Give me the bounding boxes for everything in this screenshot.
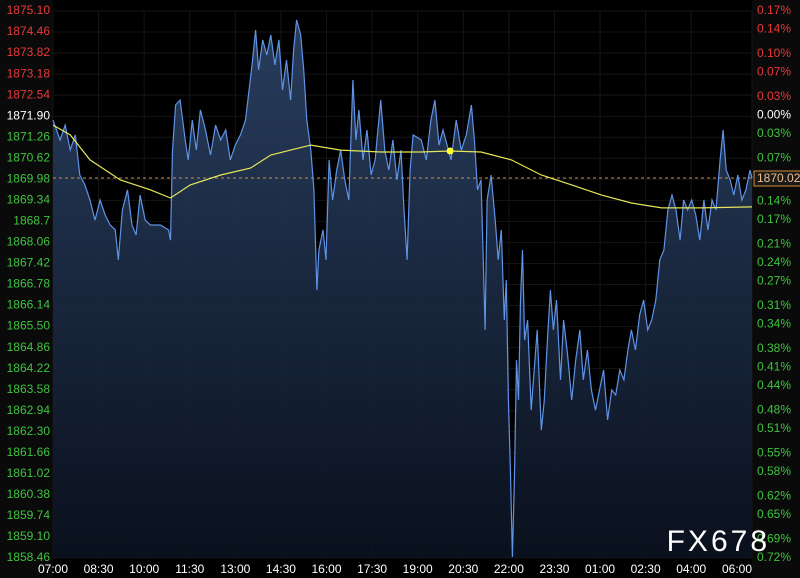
x-tick-label: 02:30 [631, 562, 661, 576]
y-tick-label: 1866.78 [7, 277, 51, 291]
y2-tick-label: 0.38% [757, 341, 791, 355]
y2-tick-label: 0.07% [757, 151, 791, 165]
y-tick-label: 1867.42 [7, 256, 51, 270]
price-area [53, 19, 752, 558]
y-tick-label: 1870.62 [7, 150, 51, 164]
y-tick-label: 1858.46 [7, 550, 51, 564]
x-tick-label: 04:00 [676, 562, 706, 576]
y2-tick-label: 0.03% [757, 89, 791, 103]
y2-tick-label: 0.07% [757, 65, 791, 79]
x-tick-label: 01:00 [585, 562, 615, 576]
y-tick-label: 1864.22 [7, 361, 51, 375]
price-line [52, 19, 753, 558]
y-tick-label: 1874.46 [7, 24, 51, 38]
y-tick-label: 1873.18 [7, 66, 51, 80]
y-tick-label: 1875.10 [7, 3, 51, 17]
x-tick-label: 14:30 [266, 562, 296, 576]
y-tick-label: 1859.10 [7, 529, 51, 543]
y-tick-label: 1861.66 [7, 445, 51, 459]
y2-tick-label: 0.58% [757, 464, 791, 478]
y2-tick-label: 0.51% [757, 421, 791, 435]
y2-tick-label: 0.41% [757, 360, 791, 374]
y-tick-label: 1865.50 [7, 319, 51, 333]
y-tick-label: 1862.30 [7, 424, 51, 438]
x-tick-label: 07:00 [38, 562, 68, 576]
y-tick-label: 1871.90 [7, 108, 51, 122]
average-line [52, 124, 753, 209]
y2-tick-label: 0.21% [757, 237, 791, 251]
watermark: FX678 [667, 525, 770, 558]
x-tick-label: 08:30 [84, 562, 114, 576]
y-tick-label: 1861.02 [7, 466, 51, 480]
right-axis-panel [752, 0, 800, 578]
y2-tick-label: 0.69% [757, 532, 791, 546]
y2-tick-label: 0.17% [757, 212, 791, 226]
y2-tick-label: 0.03% [757, 126, 791, 140]
y-tick-label: 1872.54 [7, 87, 51, 101]
y-tick-label: 1863.58 [7, 382, 51, 396]
x-tick-label: 20:30 [448, 562, 478, 576]
y2-tick-label: 0.65% [757, 507, 791, 521]
y-tick-label: 1866.14 [7, 298, 51, 312]
y-tick-label: 1873.82 [7, 45, 51, 59]
y-tick-label: 1860.38 [7, 487, 51, 501]
y-tick-label: 1869.98 [7, 171, 51, 185]
y2-tick-label: 0.55% [757, 446, 791, 460]
x-tick-label: 10:00 [129, 562, 159, 576]
x-tick-label: 19:00 [403, 562, 433, 576]
y2-tick-label: 0.72% [757, 550, 791, 564]
current-price-label: 1870.02 [757, 171, 800, 185]
y2-tick-label: 0.44% [757, 378, 791, 392]
left-axis-panel [0, 0, 53, 578]
x-tick-label: 11:30 [175, 562, 204, 576]
x-tick-label: 06:00 [722, 562, 752, 576]
y-tick-label: 1868.7 [13, 214, 50, 228]
y2-tick-label: 0.00% [757, 108, 791, 122]
y-tick-label: 1862.94 [7, 403, 51, 417]
x-tick-label: 17:30 [357, 562, 387, 576]
y2-tick-label: 0.27% [757, 274, 791, 288]
y2-tick-label: 0.48% [757, 403, 791, 417]
y2-tick-label: 0.24% [757, 255, 791, 269]
y2-tick-label: 0.14% [757, 194, 791, 208]
y-tick-label: 1859.74 [7, 508, 51, 522]
x-tick-label: 22:00 [494, 562, 524, 576]
y2-tick-label: 0.17% [757, 3, 791, 17]
y2-tick-label: 0.14% [757, 22, 791, 36]
y-tick-label: 1869.34 [7, 193, 51, 207]
current-price-box [753, 170, 800, 187]
y2-tick-label: 0.62% [757, 489, 791, 503]
x-tick-label: 23:30 [539, 562, 569, 576]
y-tick-label: 1864.86 [7, 340, 51, 354]
x-tick-label: 16:00 [312, 562, 342, 576]
x-tick-label: 13:00 [220, 562, 250, 576]
y2-tick-label: 0.34% [757, 317, 791, 331]
y2-tick-label: 0.10% [757, 46, 791, 60]
y-tick-label: 1868.06 [7, 235, 51, 249]
y2-tick-label: 0.31% [757, 298, 791, 312]
marker-point [446, 147, 454, 155]
y-tick-label: 1871.26 [7, 129, 51, 143]
